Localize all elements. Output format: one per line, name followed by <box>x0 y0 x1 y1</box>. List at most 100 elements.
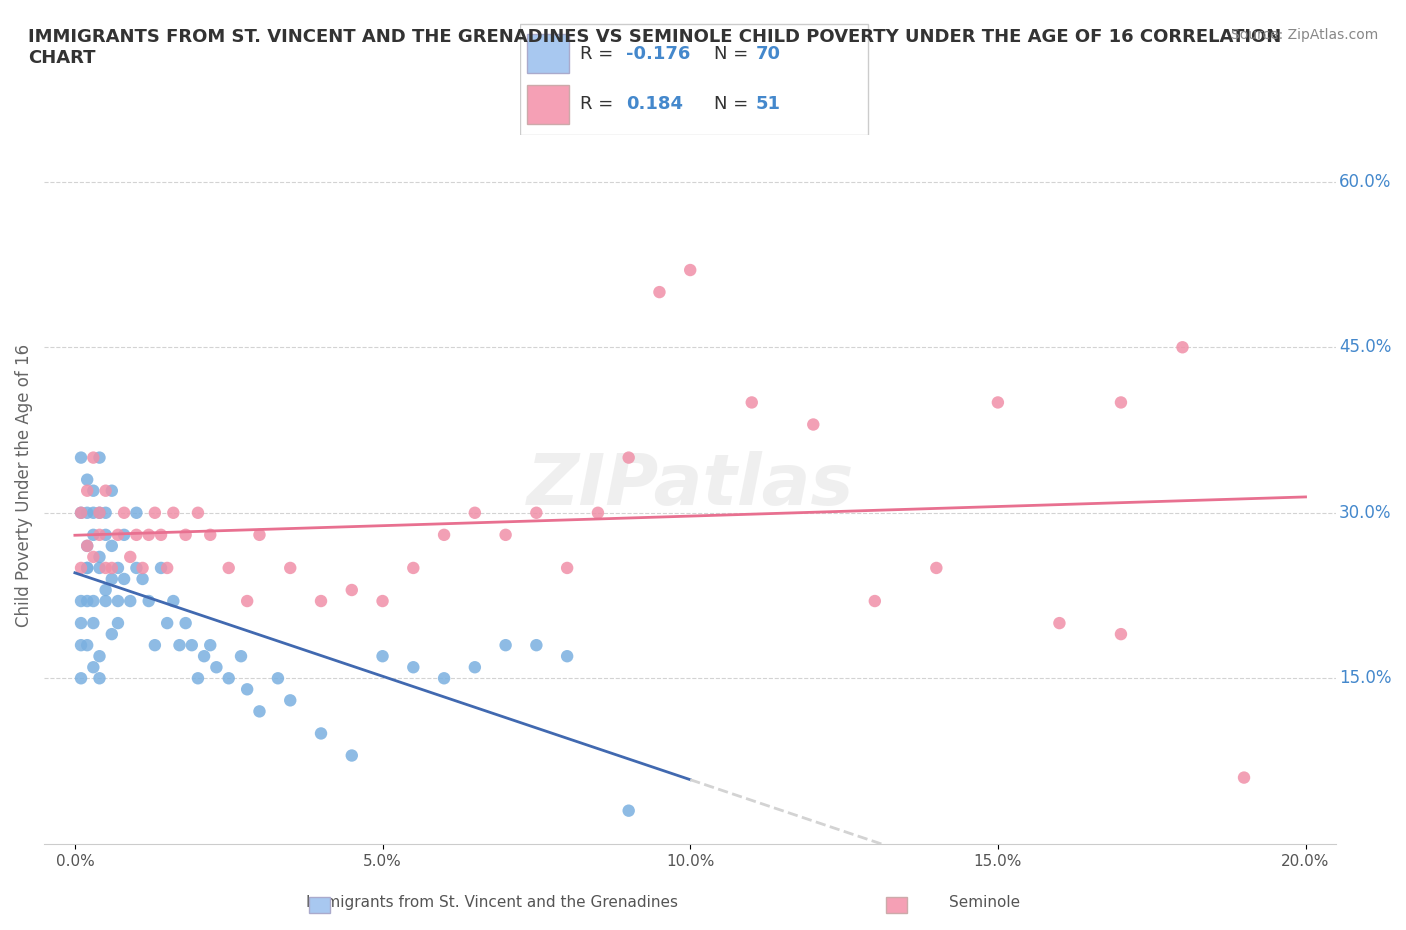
Point <box>218 671 240 685</box>
Point <box>679 262 702 277</box>
Point <box>174 616 197 631</box>
Point <box>89 527 111 542</box>
Point <box>107 593 129 608</box>
Point <box>89 561 111 576</box>
Text: R =: R = <box>581 95 619 113</box>
Point <box>125 527 148 542</box>
Point <box>340 748 363 763</box>
Point <box>229 649 252 664</box>
Point <box>464 659 486 674</box>
Point <box>150 527 173 542</box>
Point <box>70 671 93 685</box>
Point <box>1047 616 1070 631</box>
Point <box>648 285 671 299</box>
Point <box>495 527 517 542</box>
Point <box>150 561 173 576</box>
Point <box>863 593 886 608</box>
Point <box>236 682 259 697</box>
Point <box>112 572 135 587</box>
Point <box>309 593 332 608</box>
Point <box>138 527 160 542</box>
Point <box>101 484 124 498</box>
Point <box>76 484 98 498</box>
Text: N =: N = <box>714 95 754 113</box>
Point <box>120 593 142 608</box>
Point <box>495 638 517 653</box>
Point <box>143 505 166 520</box>
Point <box>131 572 153 587</box>
Text: 30.0%: 30.0% <box>1339 504 1392 522</box>
Point <box>187 505 209 520</box>
Point <box>70 593 93 608</box>
Point <box>156 561 179 576</box>
Point <box>371 593 394 608</box>
Text: 70: 70 <box>756 46 780 63</box>
Text: 60.0%: 60.0% <box>1339 173 1392 191</box>
Point <box>94 505 117 520</box>
Point <box>89 649 111 664</box>
Text: ZIPatlas: ZIPatlas <box>526 451 853 520</box>
Point <box>70 450 93 465</box>
Point <box>89 505 111 520</box>
Point <box>76 472 98 487</box>
Point <box>187 671 209 685</box>
Point <box>76 538 98 553</box>
Point <box>70 561 93 576</box>
Point <box>267 671 290 685</box>
Point <box>89 671 111 685</box>
Point <box>76 538 98 553</box>
Text: -0.176: -0.176 <box>626 46 690 63</box>
Text: Source: ZipAtlas.com: Source: ZipAtlas.com <box>1230 28 1378 42</box>
Point <box>741 395 763 410</box>
Point <box>101 538 124 553</box>
Point <box>107 616 129 631</box>
Y-axis label: Child Poverty Under the Age of 16: Child Poverty Under the Age of 16 <box>15 343 32 627</box>
Text: 0.184: 0.184 <box>626 95 683 113</box>
Point <box>94 593 117 608</box>
Point <box>70 505 93 520</box>
Text: 15.0%: 15.0% <box>1339 670 1392 687</box>
Point <box>249 704 271 719</box>
Text: IMMIGRANTS FROM ST. VINCENT AND THE GRENADINES VS SEMINOLE CHILD POVERTY UNDER T: IMMIGRANTS FROM ST. VINCENT AND THE GREN… <box>28 28 1281 67</box>
Point <box>218 561 240 576</box>
Point <box>76 638 98 653</box>
Point <box>162 593 184 608</box>
Point <box>555 649 578 664</box>
Text: Immigrants from St. Vincent and the Grenadines: Immigrants from St. Vincent and the Gren… <box>307 895 678 910</box>
Point <box>94 561 117 576</box>
Point <box>89 550 111 565</box>
Point <box>555 561 578 576</box>
Point <box>801 417 824 432</box>
Point <box>180 638 202 653</box>
Point <box>94 582 117 597</box>
Point <box>101 561 124 576</box>
FancyBboxPatch shape <box>527 85 569 124</box>
Point <box>94 484 117 498</box>
Point <box>340 582 363 597</box>
Point <box>169 638 191 653</box>
Point <box>94 527 117 542</box>
Point <box>1109 627 1132 642</box>
Point <box>89 505 111 520</box>
Point <box>278 561 301 576</box>
Point <box>107 527 129 542</box>
Point <box>138 593 160 608</box>
Point <box>89 450 111 465</box>
Point <box>464 505 486 520</box>
Point <box>925 561 948 576</box>
Point <box>1109 395 1132 410</box>
Point <box>200 638 222 653</box>
Point <box>82 550 104 565</box>
Point <box>1233 770 1256 785</box>
Point <box>174 527 197 542</box>
Text: R =: R = <box>581 46 619 63</box>
Point <box>112 505 135 520</box>
Point <box>524 505 547 520</box>
Point <box>309 726 332 741</box>
Point <box>101 627 124 642</box>
Point <box>82 450 104 465</box>
Point <box>107 561 129 576</box>
Text: 51: 51 <box>756 95 780 113</box>
Point <box>586 505 609 520</box>
Point <box>120 550 142 565</box>
